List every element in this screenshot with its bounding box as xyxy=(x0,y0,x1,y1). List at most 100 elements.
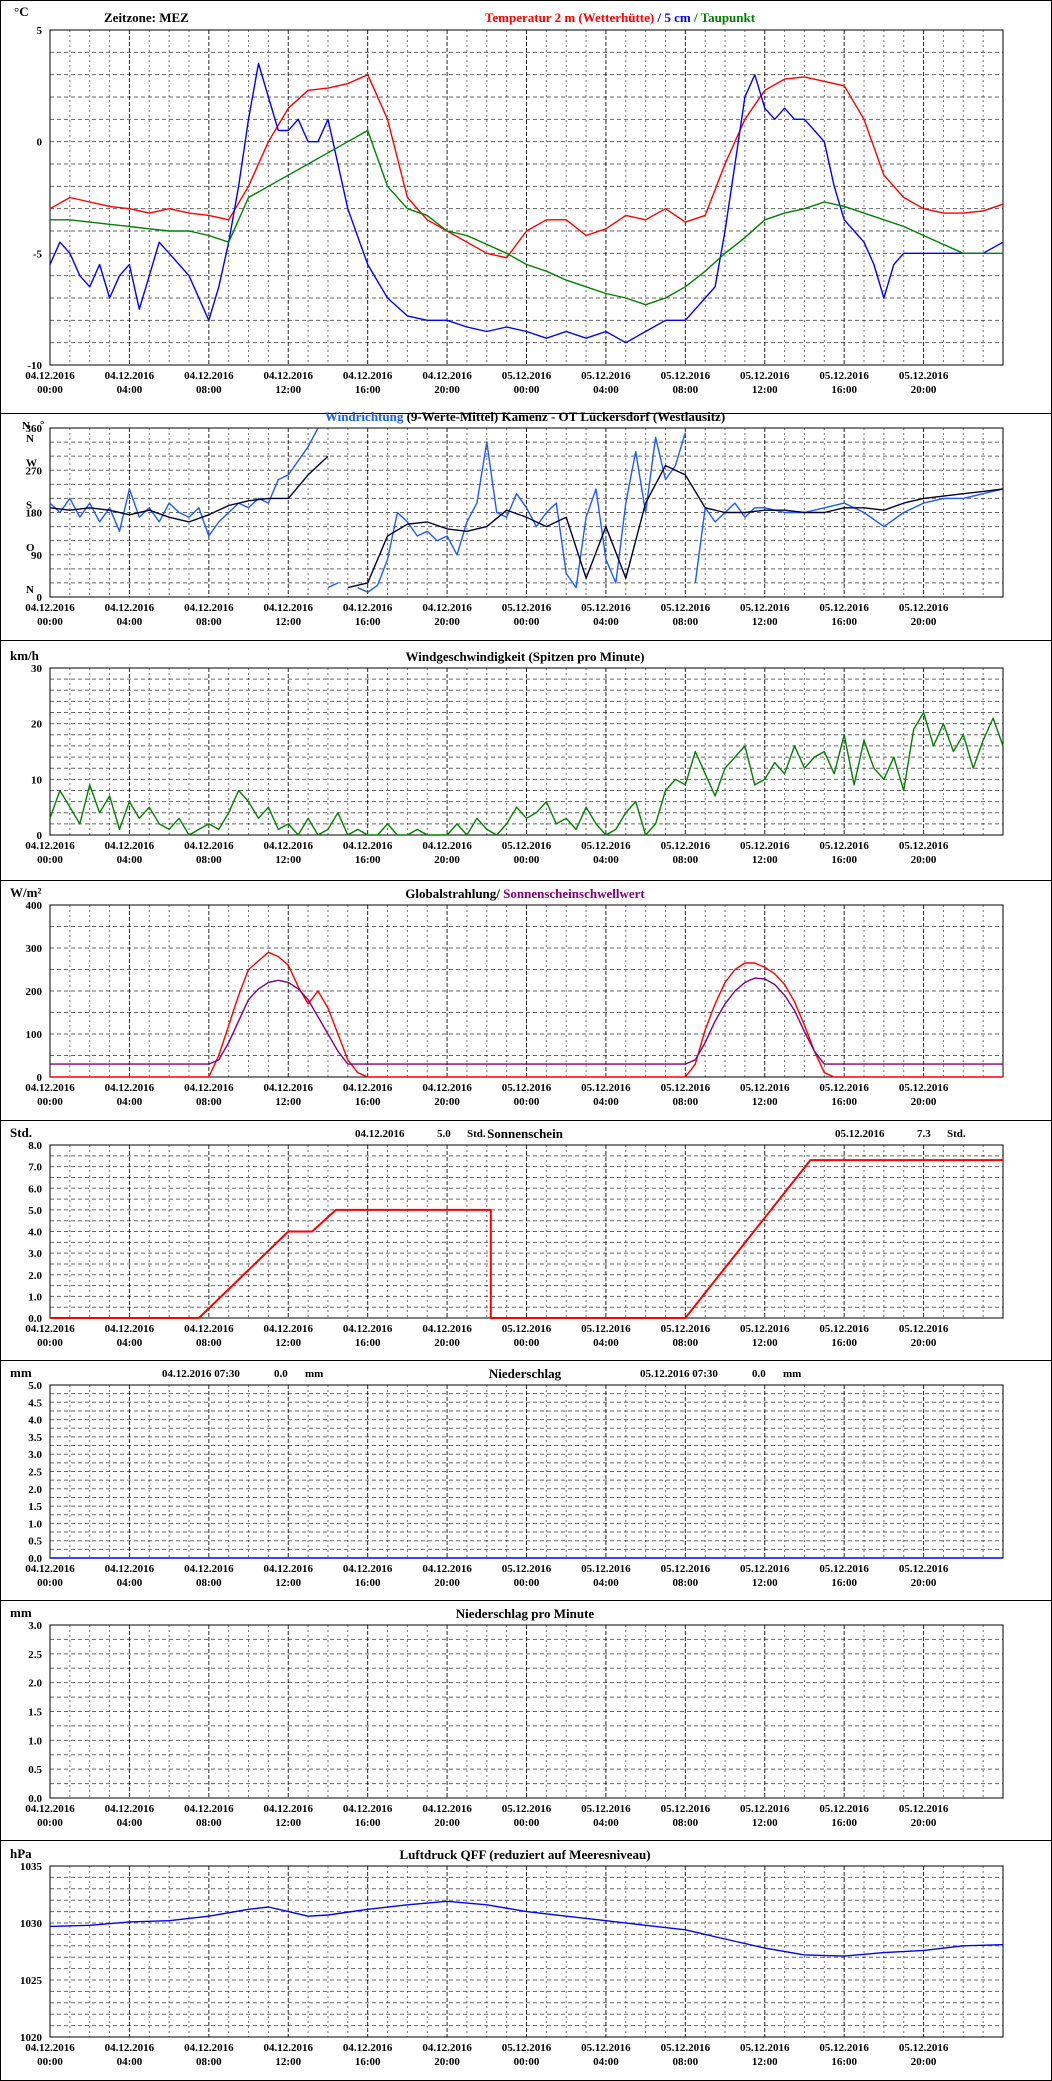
chart-sunshine: Std.8.07.06.05.04.03.02.01.00.0Sonnensch… xyxy=(0,1120,1052,1349)
y-tick-label: 0 xyxy=(37,1072,43,1084)
x-axis-labels: 04.12.201600:0004.12.201604:0004.12.2016… xyxy=(25,2042,949,2068)
x-tick-time: 16:00 xyxy=(831,2056,857,2068)
x-tick-label: 04.12.2016 16:00 xyxy=(343,840,393,866)
direction-label: W xyxy=(26,457,37,469)
unit-label: W/m² xyxy=(10,885,41,900)
x-tick-time: 08:00 xyxy=(196,1337,222,1349)
x-tick-label: 05.12.2016 12:00 xyxy=(740,840,790,866)
total-unit: mm xyxy=(305,1368,323,1380)
x-tick-date: 05.12.2016 xyxy=(581,602,631,614)
x-tick-label: 04.12.2016 16:00 xyxy=(343,370,393,396)
x-tick-time: 08:00 xyxy=(672,1337,698,1349)
series-line xyxy=(49,455,1004,589)
x-tick-date: 05.12.2016 xyxy=(661,602,711,614)
x-tick-date: 05.12.2016 xyxy=(661,1563,711,1575)
chart-title: Niederschlag pro Minute xyxy=(456,1606,595,1621)
total-unit: Std. xyxy=(467,1128,486,1140)
x-tick-date: 05.12.2016 xyxy=(581,1323,631,1335)
x-tick-time: 16:00 xyxy=(355,1337,381,1349)
x-tick-label: 04.12.2016 04:00 xyxy=(105,2042,155,2068)
x-tick-label: 04.12.2016 04:00 xyxy=(105,370,155,396)
x-tick-date: 05.12.2016 xyxy=(899,370,949,382)
x-tick-time: 08:00 xyxy=(672,384,698,396)
x-tick-time: 20:00 xyxy=(434,616,460,628)
y-tick-label: 300 xyxy=(26,943,43,955)
y-tick-label: 1020 xyxy=(20,2032,43,2044)
x-tick-label: 05.12.2016 20:00 xyxy=(899,1323,949,1349)
x-tick-time: 04:00 xyxy=(117,1817,143,1829)
x-tick-label: 04.12.2016 16:00 xyxy=(343,1803,393,1829)
y-tick-label: 180 xyxy=(26,508,43,520)
x-tick-time: 12:00 xyxy=(752,854,778,866)
x-tick-date: 05.12.2016 xyxy=(661,370,711,382)
grid xyxy=(50,30,1003,365)
x-tick-date: 04.12.2016 xyxy=(264,1082,314,1094)
total-value: 0.0 xyxy=(274,1368,288,1380)
x-tick-time: 16:00 xyxy=(831,1337,857,1349)
x-tick-time: 00:00 xyxy=(514,1817,540,1829)
x-tick-label: 04.12.2016 00:00 xyxy=(25,1803,75,1829)
title-part: / xyxy=(691,10,701,25)
x-tick-time: 20:00 xyxy=(434,1577,460,1589)
x-tick-label: 05.12.2016 12:00 xyxy=(740,1803,790,1829)
x-tick-date: 04.12.2016 xyxy=(422,1563,472,1575)
x-tick-label: 05.12.2016 16:00 xyxy=(819,1082,869,1108)
x-tick-label: 04.12.2016 00:00 xyxy=(25,1563,75,1589)
x-tick-time: 12:00 xyxy=(752,1577,778,1589)
x-tick-label: 05.12.2016 12:00 xyxy=(740,1563,790,1589)
x-tick-date: 04.12.2016 xyxy=(343,1803,393,1815)
x-tick-date: 04.12.2016 xyxy=(105,1803,155,1815)
title-part: Windgeschwindigkeit (Spitzen pro Minute) xyxy=(406,649,645,664)
x-tick-date: 05.12.2016 xyxy=(661,2042,711,2054)
x-tick-date: 05.12.2016 xyxy=(502,2042,552,2054)
y-tick-label: 20 xyxy=(31,719,43,731)
x-tick-time: 20:00 xyxy=(911,616,937,628)
x-tick-date: 04.12.2016 xyxy=(422,1082,472,1094)
x-tick-time: 00:00 xyxy=(514,384,540,396)
series-line xyxy=(49,62,1004,344)
x-tick-label: 05.12.2016 08:00 xyxy=(661,1563,711,1589)
x-tick-time: 00:00 xyxy=(37,1577,63,1589)
x-tick-time: 20:00 xyxy=(911,2056,937,2068)
series-line xyxy=(50,977,1003,1065)
x-tick-date: 05.12.2016 xyxy=(581,840,631,852)
y-tick-label: 0.0 xyxy=(28,1313,42,1325)
x-tick-label: 04.12.2016 00:00 xyxy=(25,602,75,628)
y-tick-label: 2.0 xyxy=(28,1484,42,1496)
x-tick-date: 04.12.2016 xyxy=(264,1563,314,1575)
x-tick-time: 16:00 xyxy=(831,854,857,866)
x-tick-date: 04.12.2016 xyxy=(105,1082,155,1094)
y-tick-label: 4.0 xyxy=(28,1227,42,1239)
y-tick-label: 1.5 xyxy=(28,1707,42,1719)
x-tick-label: 04.12.2016 04:00 xyxy=(105,1082,155,1108)
x-tick-time: 08:00 xyxy=(196,854,222,866)
x-axis-labels: 04.12.201600:0004.12.201604:0004.12.2016… xyxy=(25,1803,949,1829)
x-tick-date: 04.12.2016 xyxy=(25,1803,75,1815)
y-tick-label: 0 xyxy=(37,592,43,604)
series-line xyxy=(49,711,1004,836)
total-unit: mm xyxy=(783,1368,801,1380)
x-tick-date: 04.12.2016 xyxy=(264,602,314,614)
unit-label: N xyxy=(22,420,30,432)
daily-total: 04.12.2016 5.0 Std. xyxy=(355,1128,486,1140)
series-line xyxy=(50,1159,1003,1319)
y-tick-label: 0.0 xyxy=(28,1553,42,1565)
x-tick-label: 05.12.2016 08:00 xyxy=(661,2042,711,2068)
x-tick-time: 16:00 xyxy=(831,1096,857,1108)
x-tick-label: 04.12.2016 20:00 xyxy=(422,2042,472,2068)
x-tick-label: 05.12.2016 16:00 xyxy=(819,840,869,866)
y-tick-label: 6.0 xyxy=(28,1183,42,1195)
x-tick-label: 04.12.2016 00:00 xyxy=(25,840,75,866)
x-tick-time: 04:00 xyxy=(593,1817,619,1829)
plot-frame xyxy=(49,29,1004,366)
x-tick-label: 05.12.2016 00:00 xyxy=(502,840,552,866)
x-tick-date: 05.12.2016 xyxy=(819,602,869,614)
y-tick-label: 1.0 xyxy=(28,1518,42,1530)
y-tick-label: 0 xyxy=(37,830,43,842)
x-tick-date: 04.12.2016 xyxy=(184,1082,234,1094)
x-tick-time: 12:00 xyxy=(752,384,778,396)
y-tick-label: 1.5 xyxy=(28,1501,42,1513)
x-tick-time: 08:00 xyxy=(672,1577,698,1589)
x-axis-labels: 04.12.201600:0004.12.201604:0004.12.2016… xyxy=(25,840,949,866)
chart-precipitation: mm5.04.54.03.53.02.52.01.51.00.50.0Niede… xyxy=(0,1360,1052,1589)
